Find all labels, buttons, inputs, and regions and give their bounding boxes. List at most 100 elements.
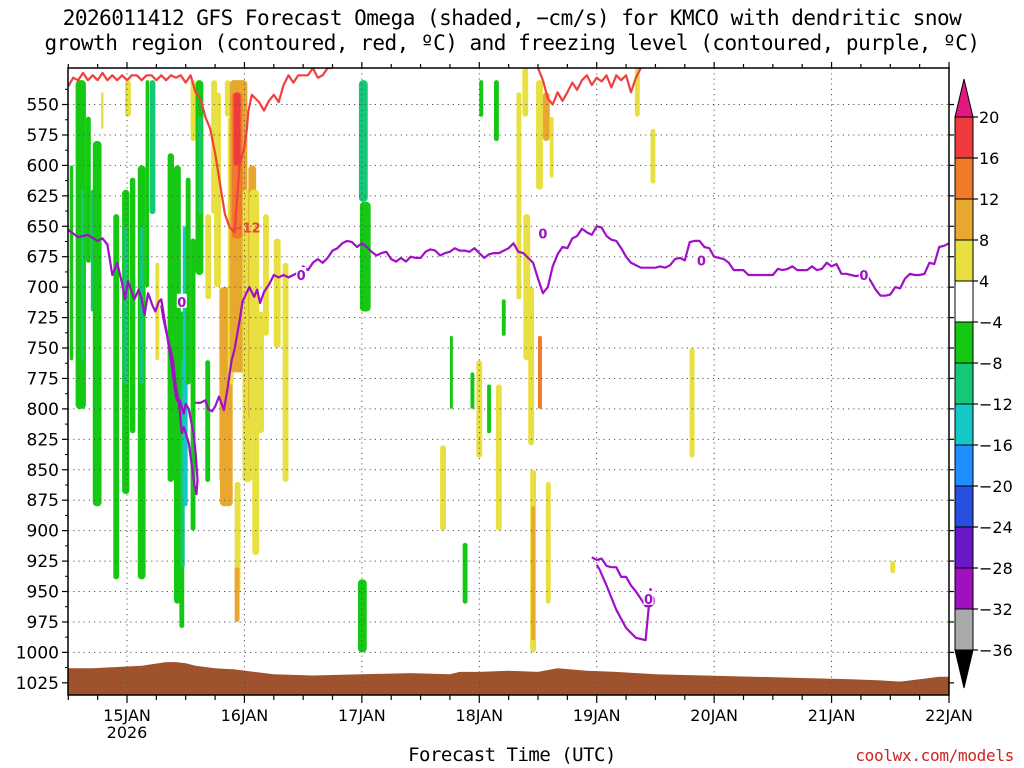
colorbar: 20 16 12 8 4 −4 −8 −12 −16 −20 −24 −28 −32 −36 <box>954 78 1013 689</box>
freezing-label-bg-0 <box>176 293 187 308</box>
y-tick-label-600: 600 <box>27 156 59 176</box>
omega-region-26 <box>198 116 203 215</box>
colorbar-bin-11 <box>954 567 974 610</box>
omega-region-13 <box>139 226 144 385</box>
colorbar-label-6: −8 <box>979 354 1003 373</box>
freezing-label-bg-4 <box>858 266 869 281</box>
colorbar-label-4: 4 <box>979 272 989 291</box>
dgz-contour-red <box>68 68 333 234</box>
colorbar-bin-3 <box>954 239 974 282</box>
omega-region-75 <box>890 561 896 574</box>
x-tick-label-16JAN: 16JAN <box>221 706 269 725</box>
omega-region-54 <box>470 372 475 409</box>
omega-region-57 <box>487 384 492 434</box>
freezing-label-bg-1 <box>296 266 307 281</box>
colorbar-bin-4 <box>954 280 974 323</box>
y-tick-label-575: 575 <box>27 126 59 146</box>
chart-title: 2026011412 GFS Forecast Omega (shaded, −… <box>0 6 1024 56</box>
x-tick-label-22JAN: 22JAN <box>925 706 973 725</box>
colorbar-bottom-arrow <box>954 649 974 689</box>
y-tick-label-550: 550 <box>27 96 59 116</box>
omega-region-58 <box>493 80 499 142</box>
y-tick-label-850: 850 <box>27 461 59 481</box>
y-tick-label-875: 875 <box>27 491 59 511</box>
terrain-fill <box>68 662 949 695</box>
y-axis: 550 575 600 625 650 675 700 725 750 775 800 825 850 8… <box>16 88 954 694</box>
omega-region-3 <box>85 116 91 263</box>
omega-region-71 <box>549 116 554 178</box>
gridlines <box>68 68 949 695</box>
colorbar-bin-0 <box>954 116 974 159</box>
omega-region-6 <box>101 92 104 129</box>
freezing-level-label-3: 0 <box>697 254 706 269</box>
omega-region-47 <box>282 262 289 482</box>
colorbar-label-11: −28 <box>979 559 1013 578</box>
omega-region-61 <box>516 92 522 300</box>
omega-region-7 <box>113 214 120 580</box>
omega-region-68 <box>538 335 542 409</box>
omega-region-69 <box>542 92 550 142</box>
omega-region-67 <box>536 80 543 190</box>
freezing-label-bg-2 <box>537 225 548 240</box>
omega-region-60 <box>501 299 506 336</box>
omega-region-74 <box>689 348 695 458</box>
omega-region-1 <box>75 80 86 409</box>
colorbar-bin-1 <box>954 157 974 200</box>
omega-region-28 <box>205 360 211 482</box>
omega-region-10 <box>125 80 131 117</box>
x-tick-label-20JAN: 20JAN <box>690 706 738 725</box>
omega-region-50 <box>357 579 367 653</box>
omega-region-18 <box>173 165 181 604</box>
omega-region-30 <box>214 92 221 288</box>
freezing-level-contour-b <box>195 225 949 413</box>
omega-region-62 <box>522 68 529 117</box>
omega-region-64 <box>528 287 535 446</box>
freezing-level-label-2: 0 <box>538 228 547 243</box>
omega-shading <box>69 68 896 653</box>
colorbar-bin-10 <box>954 526 974 569</box>
y-tick-label-725: 725 <box>27 309 59 329</box>
x-tick-label-15JAN: 15JAN <box>103 706 151 725</box>
omega-region-45 <box>263 214 269 336</box>
freezing-level-label-5: 0 <box>644 593 653 608</box>
contours: −12 0 0 0 0 0 0 <box>68 68 949 642</box>
omega-region-17 <box>167 153 174 482</box>
y-tick-label-975: 975 <box>27 613 59 633</box>
red-contour-label: −12 <box>232 221 261 236</box>
freezing-level-contour-a <box>68 229 199 496</box>
y-tick-label-800: 800 <box>27 400 59 420</box>
x-tick-label-17JAN: 17JAN <box>338 706 386 725</box>
omega-region-66 <box>531 506 536 641</box>
omega-region-56 <box>479 80 484 117</box>
y-tick-label-650: 650 <box>27 217 59 237</box>
omega-region-37 <box>233 92 241 166</box>
colorbar-bin-9 <box>954 485 974 528</box>
freezing-label-bg-3 <box>696 252 707 267</box>
omega-region-15 <box>149 80 156 215</box>
omega-region-53 <box>462 542 468 604</box>
y-tick-label-925: 925 <box>27 552 59 572</box>
dgz-contour-red-2 <box>536 68 642 106</box>
omega-region-46 <box>273 238 281 349</box>
omega-region-2 <box>81 189 84 361</box>
colorbar-label-2: 12 <box>979 190 999 209</box>
omega-region-14 <box>145 80 150 288</box>
omega-region-44 <box>257 311 264 434</box>
omega-region-33 <box>224 80 231 117</box>
y-tick-label-900: 900 <box>27 522 59 542</box>
y-tick-label-1025: 1025 <box>16 674 59 694</box>
omega-region-11 <box>129 177 136 434</box>
y-tick-label-775: 775 <box>27 369 59 389</box>
omega-region-24 <box>190 80 196 142</box>
x-axis-title: Forecast Time (UTC) <box>408 744 616 766</box>
y-tick-label-825: 825 <box>27 430 59 450</box>
source-credit: coolwx.com/models <box>855 746 1014 765</box>
title-line-1: 2026011412 GFS Forecast Omega (shaded, −… <box>62 6 962 30</box>
colorbar-label-8: −16 <box>979 436 1013 455</box>
colorbar-label-9: −20 <box>979 477 1013 496</box>
colorbar-bin-2 <box>954 198 974 241</box>
omega-region-38 <box>234 481 241 592</box>
colorbar-label-12: −32 <box>979 600 1013 619</box>
y-tick-label-700: 700 <box>27 278 59 298</box>
omega-region-73 <box>650 128 656 184</box>
